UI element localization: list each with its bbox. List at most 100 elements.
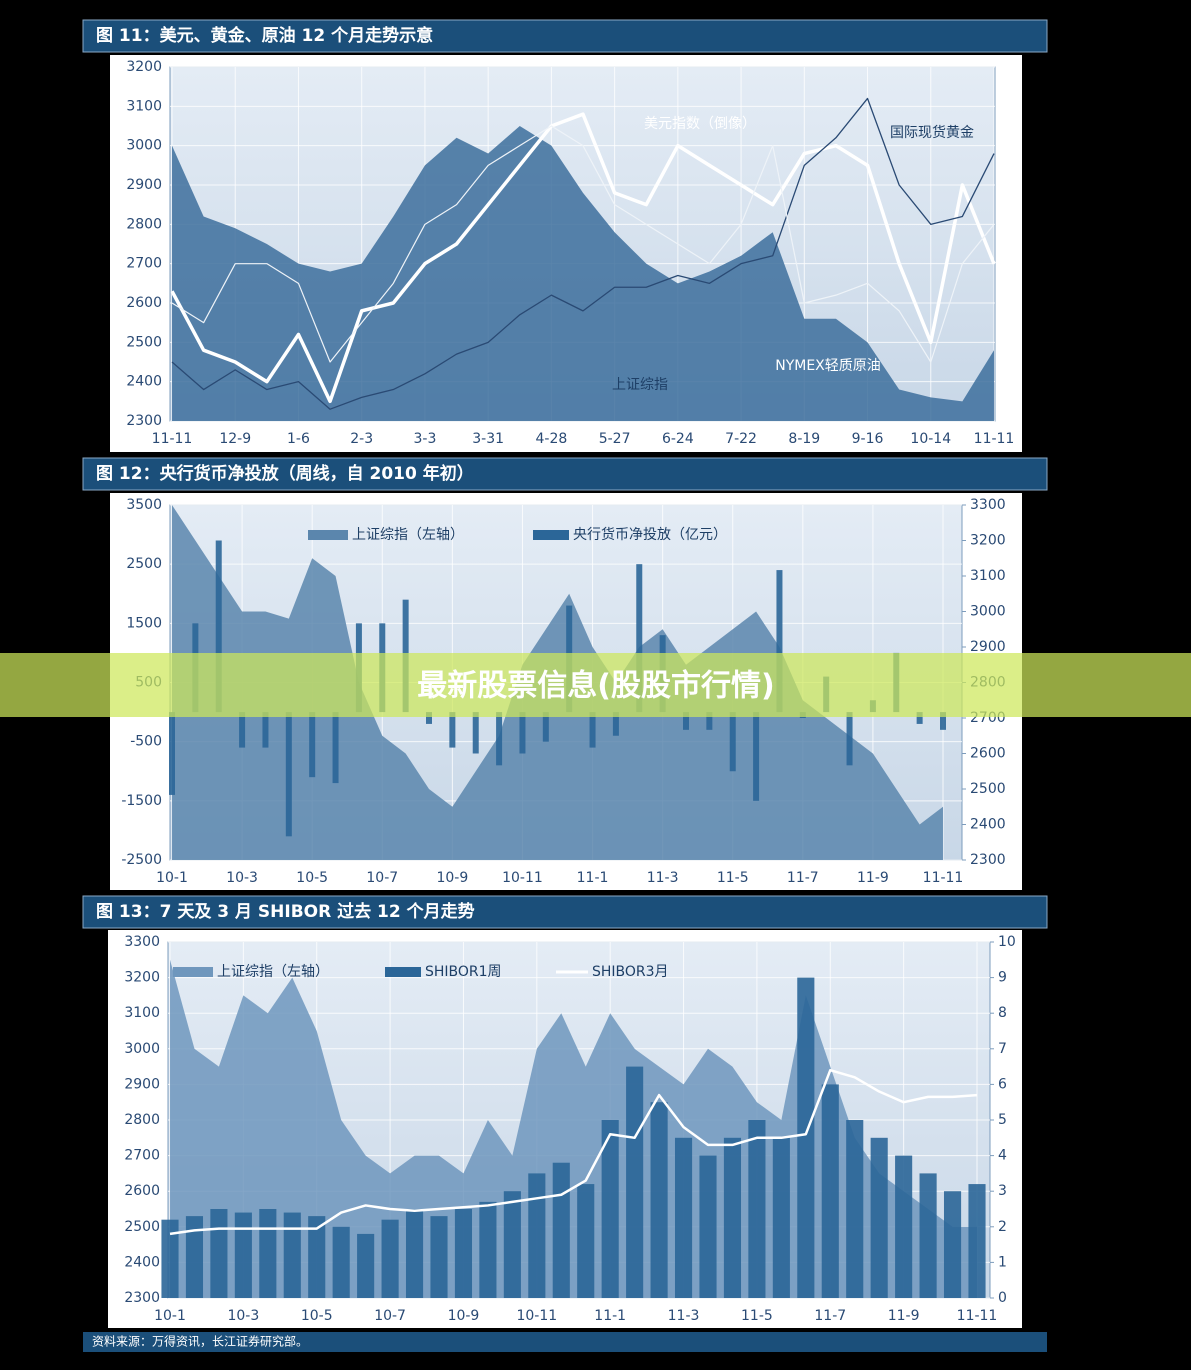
legend-label: 央行货币净投放（亿元） bbox=[573, 526, 727, 543]
bar bbox=[308, 1216, 326, 1298]
legend-label: SHIBOR1周 bbox=[425, 964, 502, 980]
x-tick-label: 11-11 bbox=[923, 870, 964, 886]
y-tick-label: 3000 bbox=[126, 138, 162, 154]
bar bbox=[706, 712, 713, 730]
bar bbox=[430, 1216, 448, 1298]
x-tick-label: 3-31 bbox=[472, 431, 504, 447]
legend-label: SHIBOR3月 bbox=[592, 964, 669, 980]
bar bbox=[846, 712, 853, 766]
series-label: 国际现货黄金 bbox=[890, 124, 974, 141]
bar bbox=[870, 1137, 888, 1298]
line bbox=[171, 97, 995, 410]
bar bbox=[454, 1209, 473, 1298]
y-tick-label: 3100 bbox=[126, 98, 162, 114]
bar bbox=[748, 1120, 766, 1298]
x-tick-label: 10-1 bbox=[156, 870, 188, 886]
bar bbox=[776, 570, 783, 713]
x-tick-label: 4-28 bbox=[535, 431, 567, 447]
y2-tick-label: 2600 bbox=[970, 746, 1006, 762]
bar bbox=[674, 1137, 693, 1298]
bar bbox=[577, 1184, 595, 1298]
bar bbox=[772, 1137, 790, 1298]
x-tick-label: 11-11 bbox=[957, 1308, 998, 1324]
bar bbox=[589, 712, 596, 748]
x-tick-label: 11-7 bbox=[814, 1308, 846, 1324]
y2-tick-label: 1 bbox=[998, 1254, 1007, 1270]
legend-swatch bbox=[173, 967, 213, 977]
bar bbox=[895, 1155, 913, 1298]
y-tick-label: 2500 bbox=[126, 556, 162, 572]
y2-tick-label: 4 bbox=[998, 1148, 1007, 1164]
bar bbox=[612, 712, 619, 736]
bar bbox=[729, 712, 736, 772]
bar bbox=[968, 1184, 986, 1298]
source-bar bbox=[83, 1332, 1047, 1352]
bar bbox=[542, 712, 549, 742]
x-tick-label: 3-3 bbox=[413, 431, 436, 447]
bar bbox=[601, 1120, 619, 1298]
series-label: NYMEX轻质原油 bbox=[775, 358, 881, 374]
y2-tick-label: 9 bbox=[998, 970, 1007, 986]
bar bbox=[650, 1102, 668, 1298]
bar bbox=[215, 540, 222, 713]
y-tick-label: 2400 bbox=[124, 1254, 160, 1270]
x-tick-label: 12-9 bbox=[219, 431, 251, 447]
bar bbox=[919, 1173, 937, 1298]
bar bbox=[821, 1084, 839, 1298]
bar bbox=[332, 712, 339, 784]
bar bbox=[846, 1120, 864, 1298]
line bbox=[169, 1068, 978, 1236]
x-tick-label: 11-3 bbox=[647, 870, 679, 886]
bar bbox=[496, 712, 503, 766]
x-tick-label: 10-5 bbox=[301, 1308, 333, 1324]
header-bar bbox=[82, 19, 1048, 53]
y2-tick-label: 3300 bbox=[970, 497, 1006, 513]
x-tick-label: 10-7 bbox=[366, 870, 398, 886]
y2-tick-label: 2500 bbox=[970, 781, 1006, 797]
y-tick-label: 3200 bbox=[124, 970, 160, 986]
legend-label: 上证综指（左轴） bbox=[352, 527, 464, 543]
header-bar bbox=[82, 895, 1048, 929]
y2-tick-label: 3 bbox=[998, 1183, 1007, 1199]
bar bbox=[472, 712, 479, 754]
x-tick-label: 1-6 bbox=[287, 431, 310, 447]
y-tick-label: 3100 bbox=[124, 1005, 160, 1021]
line bbox=[171, 125, 995, 363]
x-tick-label: 10-5 bbox=[296, 870, 328, 886]
bar bbox=[753, 712, 760, 801]
x-tick-label: 10-7 bbox=[374, 1308, 406, 1324]
bar bbox=[210, 1209, 228, 1298]
y2-tick-label: 2 bbox=[998, 1219, 1007, 1235]
y-tick-label: 2700 bbox=[124, 1148, 160, 1164]
y2-tick-label: 2900 bbox=[970, 639, 1006, 655]
bar bbox=[283, 1212, 301, 1298]
bar bbox=[723, 1137, 742, 1298]
chart-title: 图 13：7 天及 3 月 SHIBOR 过去 12 个月走势 bbox=[96, 901, 475, 922]
x-tick-label: 10-14 bbox=[910, 431, 951, 447]
x-tick-label: 11-9 bbox=[857, 870, 889, 886]
y-tick-label: 3000 bbox=[124, 1041, 160, 1057]
y-tick-label: 2800 bbox=[124, 1112, 160, 1128]
x-tick-label: 8-19 bbox=[788, 431, 820, 447]
y2-tick-label: 3000 bbox=[970, 604, 1006, 620]
x-tick-label: 10-11 bbox=[502, 870, 543, 886]
y2-tick-label: 0 bbox=[998, 1290, 1007, 1306]
x-tick-label: 7-22 bbox=[725, 431, 757, 447]
bar bbox=[683, 712, 689, 730]
y2-tick-label: 10 bbox=[998, 934, 1016, 950]
y-tick-label: 2900 bbox=[124, 1076, 160, 1092]
x-tick-label: 11-11 bbox=[974, 431, 1015, 447]
y-tick-label: 2600 bbox=[124, 1183, 160, 1199]
bar bbox=[239, 712, 246, 748]
y-tick-label: 2400 bbox=[126, 374, 162, 390]
bar bbox=[357, 1233, 375, 1298]
bar bbox=[405, 1209, 424, 1298]
y2-tick-label: 6 bbox=[998, 1076, 1007, 1092]
series-label: 上证综指 bbox=[612, 377, 668, 393]
y-tick-label: 3500 bbox=[126, 497, 162, 513]
x-tick-label: 11-5 bbox=[741, 1308, 773, 1324]
bar bbox=[161, 1219, 179, 1298]
x-tick-label: 11-9 bbox=[888, 1308, 920, 1324]
bar bbox=[940, 712, 946, 730]
